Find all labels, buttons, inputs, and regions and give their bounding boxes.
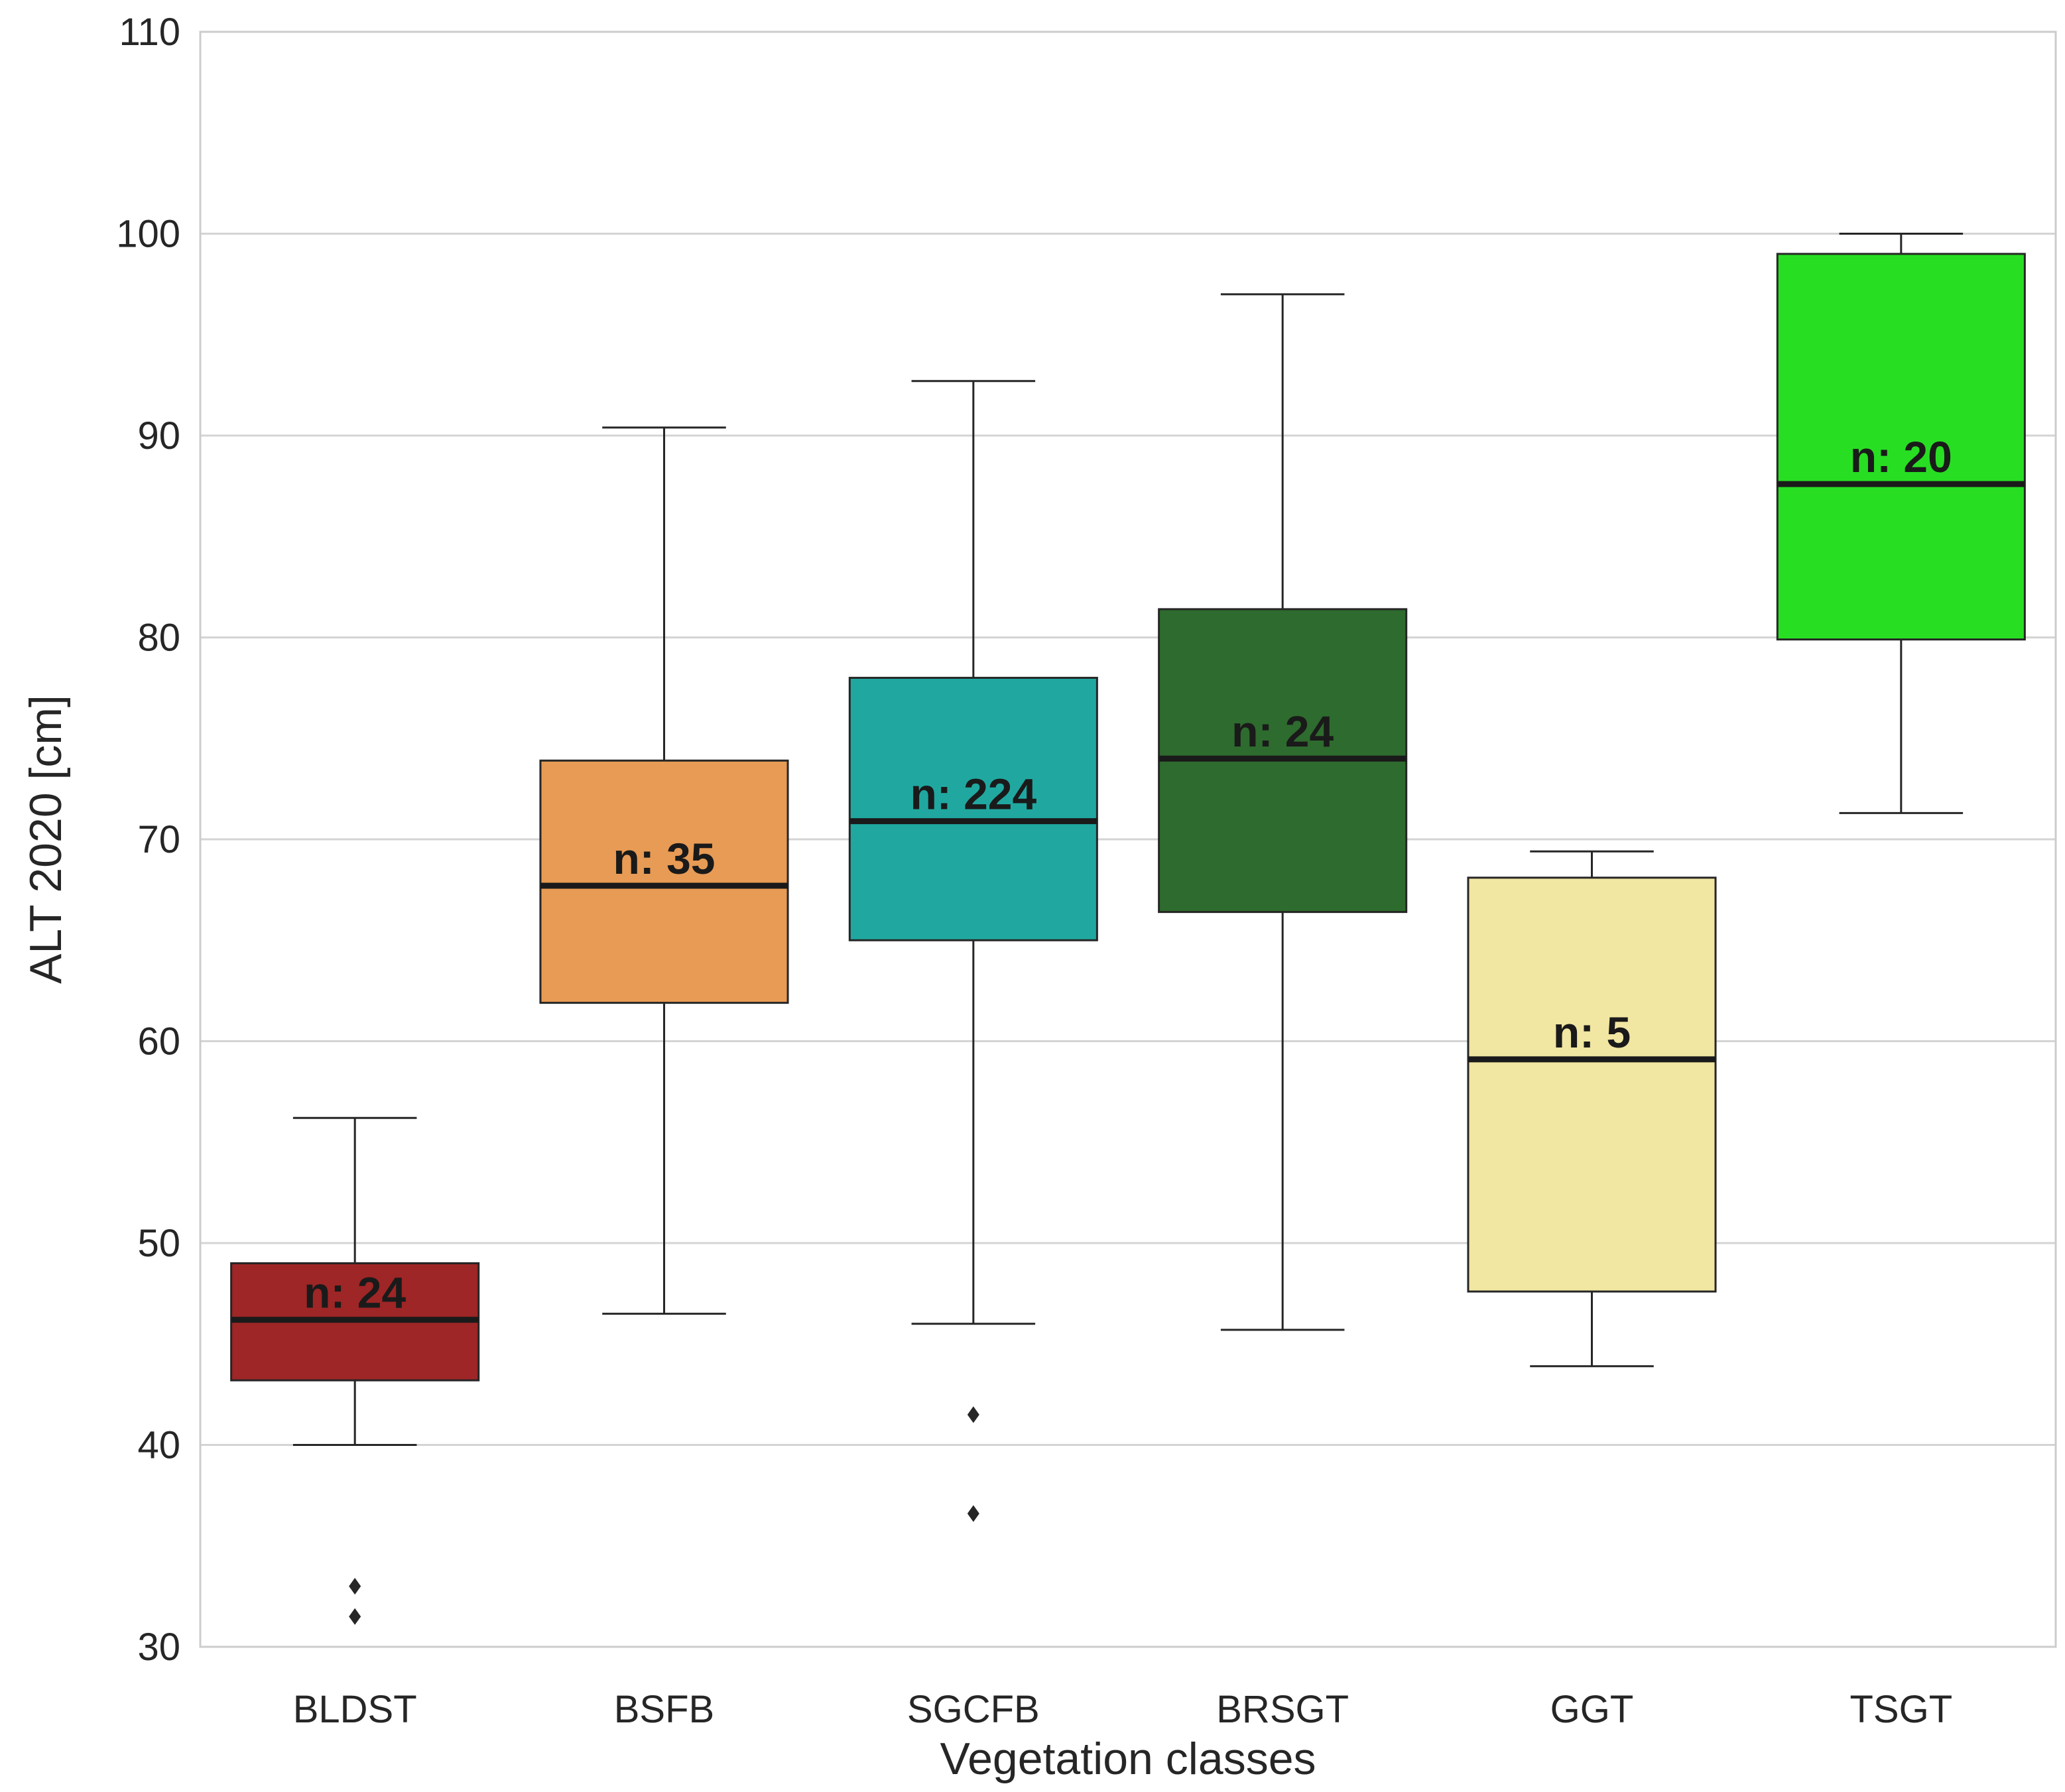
box-group-tsgt: n: 20: [1776, 233, 2026, 814]
outlier-sgcfb-1: [967, 1406, 979, 1423]
x-tick-label-bsfb: BSFB: [614, 1688, 715, 1731]
y-tick-label-60: 60: [137, 1020, 180, 1063]
n-label-sgcfb: n: 224: [910, 770, 1036, 819]
box-group-sgcfb: n: 224: [848, 380, 1098, 1522]
y-tick-label-80: 80: [137, 617, 180, 660]
y-tick-label-100: 100: [116, 213, 180, 256]
x-tick-label-tsgt: TSGT: [1849, 1688, 1952, 1731]
box-sgcfb: [848, 676, 1098, 941]
boxes: n: 24 n: 35 n: 224 n: 24 n: 5 n: 20: [230, 233, 2026, 1625]
y-tick-label-40: 40: [137, 1424, 180, 1467]
box-group-bldst: n: 24: [230, 1116, 480, 1625]
grid-lines: [200, 233, 2056, 1446]
outlier-sgcfb-2: [967, 1505, 979, 1522]
x-tick-label-brsgt: BRSGT: [1216, 1688, 1349, 1731]
box-tsgt: [1776, 253, 2026, 641]
outlier-bldst-1: [349, 1578, 361, 1595]
n-label-brsgt: n: 24: [1231, 707, 1334, 756]
n-label-ggt: n: 5: [1553, 1008, 1631, 1057]
box-group-brsgt: n: 24: [1158, 293, 1408, 1331]
x-tick-labels: BLDST BSFB SGCFB BRSGT GGT TSGT: [293, 1688, 1952, 1731]
x-tick-label-sgcfb: SGCFB: [907, 1688, 1040, 1731]
box-group-bsfb: n: 35: [539, 426, 789, 1315]
plot-frame: [199, 30, 2057, 1648]
box-bsfb: [539, 759, 789, 1004]
x-tick-label-bldst: BLDST: [293, 1688, 417, 1731]
x-axis-title: Vegetation classes: [940, 1734, 1316, 1784]
y-tick-label-50: 50: [137, 1222, 180, 1265]
box-ggt: [1467, 876, 1717, 1293]
y-tick-label-30: 30: [137, 1626, 180, 1669]
n-label-tsgt: n: 20: [1850, 432, 1952, 481]
y-tick-labels: 30 40 50 60 70 80 90 100 110: [116, 11, 180, 1669]
y-tick-label-70: 70: [137, 818, 180, 861]
y-axis-title: ALT 2020 [cm]: [21, 695, 71, 984]
n-label-bldst: n: 24: [304, 1268, 406, 1317]
outlier-bldst-2: [349, 1608, 361, 1625]
y-tick-label-90: 90: [137, 414, 180, 457]
y-tick-label-110: 110: [119, 11, 180, 54]
x-tick-label-ggt: GGT: [1550, 1688, 1634, 1731]
box-group-ggt: n: 5: [1467, 850, 1717, 1368]
n-label-bsfb: n: 35: [613, 834, 715, 883]
